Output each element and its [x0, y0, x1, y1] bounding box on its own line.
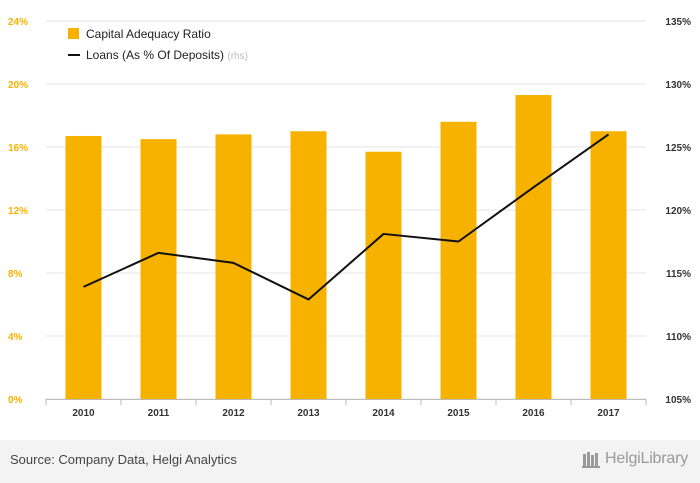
x-tick-label: 2013	[297, 408, 320, 419]
library-icon	[582, 452, 601, 468]
x-tick-label: 2010	[72, 408, 95, 419]
y-right-tick-label: 105%	[665, 395, 691, 406]
y-left-tick-label: 24%	[8, 17, 28, 28]
legend-label-line: Loans (As % Of Deposits) (rhs)	[86, 48, 248, 62]
y-right-tick-label: 130%	[665, 80, 691, 91]
bar	[140, 139, 177, 399]
footer: Source: Company Data, Helgi Analytics He…	[0, 440, 700, 483]
y-right-tick-label: 110%	[666, 332, 691, 343]
x-tick-label: 2016	[522, 408, 545, 419]
bar-series	[65, 95, 627, 400]
legend-label-bar: Capital Adequacy Ratio	[86, 27, 211, 41]
x-tick-label: 2014	[372, 408, 395, 419]
legend-swatch-bar	[68, 28, 79, 39]
x-tick-label: 2017	[597, 408, 620, 419]
y-right-tick-label: 115%	[666, 269, 691, 280]
y-left-tick-label: 16%	[8, 143, 28, 154]
y-left-tick-label: 12%	[8, 206, 28, 217]
helgi-library-logo[interactable]: HelgiLibrary	[582, 450, 688, 468]
loans-line	[83, 133, 610, 301]
source-text: Source: Company Data, Helgi Analytics	[10, 452, 237, 467]
bar	[590, 131, 627, 399]
y-right-tick-label: 135%	[665, 17, 691, 28]
legend: Capital Adequacy Ratio Loans (As % Of Dep…	[68, 27, 248, 62]
y-right-tick-label: 125%	[665, 143, 691, 154]
bar	[290, 131, 327, 399]
y-left-tick-label: 8%	[8, 269, 23, 280]
legend-rhs-note: (rhs)	[227, 51, 248, 62]
bar	[440, 121, 477, 400]
y-left-tick-label: 20%	[8, 80, 28, 91]
logo-text: HelgiLibrary	[605, 450, 688, 467]
combo-chart: 0% 105% 4% 110% 8% 115% 12% 120% 16% 125% 20% 130% 2…	[8, 17, 691, 419]
axes: 0% 105% 4% 110% 8% 115% 12% 120% 16% 125% 20% 130% 2…	[8, 17, 691, 419]
x-tick-label: 2012	[222, 408, 245, 419]
y-left-tick-label: 0%	[8, 395, 23, 406]
line-series	[83, 133, 610, 301]
x-tick-label: 2015	[447, 408, 470, 419]
x-tick-label: 2011	[148, 408, 170, 419]
bar	[365, 151, 402, 399]
grid-lines	[46, 20, 646, 400]
bar	[65, 135, 102, 399]
y-right-tick-label: 120%	[665, 206, 691, 217]
y-left-tick-label: 4%	[8, 332, 23, 343]
bar	[215, 134, 252, 399]
bar	[515, 95, 552, 400]
